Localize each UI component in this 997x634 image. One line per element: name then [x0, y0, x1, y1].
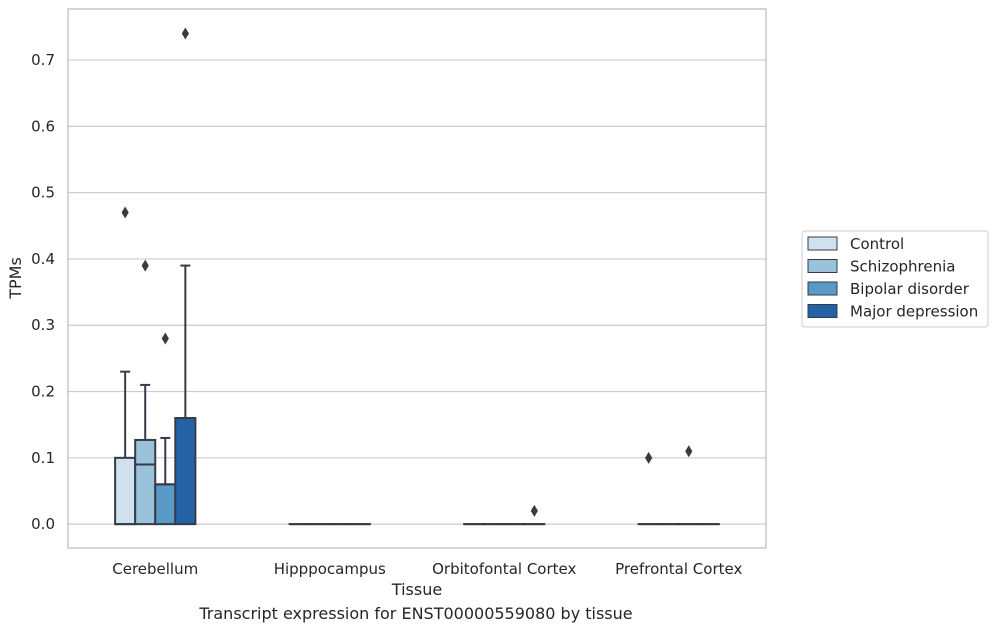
x-tick-label: Orbitofontal Cortex [432, 560, 576, 578]
outlier-point [530, 504, 538, 517]
box-groups [114, 27, 720, 526]
box-major-depression [523, 504, 546, 526]
outlier-point [685, 445, 693, 458]
x-tick-label: Prefrontal Cortex [615, 560, 742, 578]
grid-lines [68, 59, 766, 525]
box-iqr [174, 417, 197, 526]
legend-swatch [807, 236, 838, 251]
legend-frame [801, 230, 989, 328]
legend-label: Major depression [850, 303, 978, 321]
legend: Control Schizophrenia Bipolar disorder Majo… [801, 230, 989, 328]
box-iqr [154, 483, 177, 526]
legend-label: Schizophrenia [850, 258, 955, 276]
legend-label: Control [850, 235, 904, 253]
outlier-point [645, 451, 653, 464]
legend-swatch [807, 281, 838, 296]
box-major-depression [174, 27, 197, 526]
outlier-point [161, 332, 169, 345]
y-tick-label: 0.2 [31, 383, 55, 401]
y-tick-label: 0.5 [31, 184, 55, 202]
box-control [637, 451, 660, 526]
box-control [114, 206, 137, 526]
y-tick-label: 0.1 [31, 449, 55, 467]
box-bipolar-disorder [154, 332, 177, 526]
box-schizophrenia [134, 259, 157, 526]
y-tick-label: 0.6 [31, 117, 55, 135]
x-tick-labels: Cerebellum Hipppocampus Orbitofontal Corte… [112, 560, 742, 578]
y-tick-label: 0.0 [31, 515, 55, 533]
box-iqr [134, 438, 157, 526]
legend-swatch [807, 259, 838, 273]
legend-label: Bipolar disorder [850, 280, 970, 298]
y-tick-label: 0.3 [31, 316, 55, 334]
y-tick-labels: 0.0 0.1 0.2 0.3 0.4 0.5 0.6 0.7 [31, 51, 55, 533]
box-iqr [114, 456, 137, 526]
x-tick-label: Hipppocampus [274, 560, 386, 578]
figure-caption: Transcript expression for ENST0000055908… [199, 604, 633, 623]
outlier-point [141, 259, 149, 272]
outlier-point [181, 27, 189, 40]
y-axis-label: TPMs [6, 257, 25, 300]
x-axis-label: Tissue [391, 580, 442, 599]
y-tick-label: 0.7 [31, 51, 55, 69]
x-tick-label: Cerebellum [112, 560, 198, 578]
legend-swatch [807, 304, 838, 318]
plot-frame [67, 8, 767, 549]
y-tick-label: 0.4 [31, 250, 55, 268]
box-bipolar-disorder [677, 445, 700, 526]
outlier-point [121, 206, 129, 219]
